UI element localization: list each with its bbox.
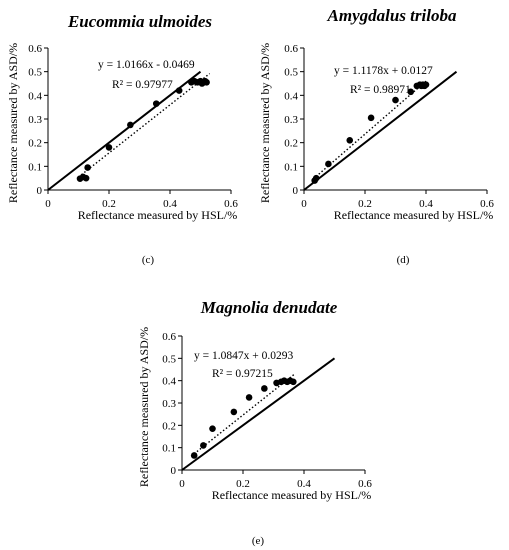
y-axis-label: Reflectance measured by ASD/% — [137, 327, 151, 487]
y-tick-label: 0.5 — [284, 67, 298, 79]
x-axis-label: Reflectance measured by HSL/% — [78, 208, 238, 222]
data-point — [209, 425, 216, 432]
x-tick-label: 0 — [179, 478, 185, 490]
data-point — [203, 79, 210, 86]
y-tick-label: 0.1 — [284, 161, 298, 173]
r-squared-label: R² = 0.97977 — [112, 79, 173, 91]
x-tick-label: 0 — [301, 198, 307, 210]
r-squared-label: R² = 0.98971 — [350, 84, 411, 96]
panel-eucommia-ulmoides: 0 0.2 0.4 0.6 0 0.1 0.2 0.3 0.4 0.5 0.6 Eucommia ul… — [6, 12, 238, 266]
data-point — [312, 174, 320, 182]
x-tick-label: 0.2 — [102, 198, 116, 210]
data-point — [261, 385, 268, 392]
y-tick-label: 0.5 — [28, 67, 42, 79]
y-tick-label: 0.4 — [284, 90, 298, 102]
y-tick-label: 0 — [171, 465, 177, 477]
panel-magnolia-denudate: 0 0.2 0.4 0.6 0 0.1 0.2 0.3 0.4 0.5 0.6 Magnolia de… — [137, 298, 372, 547]
data-point — [152, 100, 160, 107]
equation-label: y = 1.0166x - 0.0469 — [98, 59, 195, 71]
x-tick-label: 0 — [45, 198, 51, 210]
y-tick-label: 0 — [293, 185, 299, 197]
y-tick-label: 0.1 — [28, 161, 42, 173]
x-tick-label: 0.4 — [419, 198, 433, 210]
y-tick-label: 0.6 — [162, 331, 176, 343]
trendline — [312, 80, 427, 180]
x-tick-label: 0.6 — [480, 198, 494, 210]
panel-label: (d) — [397, 254, 410, 266]
panel-label: (e) — [252, 535, 265, 547]
data-point — [230, 408, 238, 416]
data-point — [105, 144, 113, 151]
y-tick-label: 0.1 — [162, 443, 176, 455]
reference-line — [303, 70, 458, 191]
data-point — [190, 452, 198, 459]
data-point — [200, 442, 207, 449]
chart-title: Eucommia ulmoides — [67, 12, 212, 31]
y-tick-label: 0.5 — [162, 353, 176, 365]
y-axis-label: Reflectance measured by ASD/% — [6, 43, 20, 203]
reference-line — [47, 70, 202, 191]
data-point — [290, 378, 297, 386]
y-tick-label: 0.3 — [284, 114, 298, 126]
y-tick-label: 0.2 — [28, 138, 42, 150]
panel-amygdalus-triloba: 0 0.2 0.4 0.6 0 0.1 0.2 0.3 0.4 0.5 0.6 Amygdalus t… — [258, 6, 494, 266]
equation-label: y = 1.1178x + 0.0127 — [334, 65, 433, 77]
data-point — [392, 96, 399, 104]
y-tick-label: 0.4 — [162, 376, 176, 388]
x-tick-label: 0.6 — [224, 198, 238, 210]
data-point — [367, 114, 375, 122]
panel-label: (c) — [142, 254, 155, 266]
data-point — [127, 121, 134, 129]
data-point — [422, 81, 430, 88]
x-axis-label: Reflectance measured by HSL/% — [334, 208, 494, 222]
data-point — [84, 164, 91, 171]
trendline — [190, 373, 296, 457]
y-tick-label: 0.6 — [28, 43, 42, 55]
data-point — [407, 88, 415, 96]
data-point — [175, 87, 183, 94]
x-tick-label: 0.6 — [358, 478, 372, 490]
y-tick-label: 0.3 — [162, 398, 176, 410]
x-tick-label: 0.2 — [358, 198, 372, 210]
x-axis-label: Reflectance measured by HSL/% — [212, 488, 372, 502]
r-squared-label: R² = 0.97215 — [212, 368, 273, 380]
y-tick-label: 0.2 — [284, 138, 298, 150]
y-tick-label: 0.3 — [28, 114, 42, 126]
x-tick-label: 0.4 — [163, 198, 177, 210]
y-tick-label: 0.4 — [28, 90, 42, 102]
data-point — [346, 137, 354, 144]
y-tick-label: 0 — [37, 185, 43, 197]
x-tick-label: 0.2 — [236, 478, 250, 490]
reference-line — [181, 357, 336, 471]
data-point — [325, 160, 332, 168]
y-tick-label: 0.6 — [284, 43, 298, 55]
chart-title: Amygdalus triloba — [327, 6, 457, 25]
x-tick-label: 0.4 — [297, 478, 311, 490]
data-point — [245, 394, 253, 401]
equation-label: y = 1.0847x + 0.0293 — [194, 350, 293, 362]
y-tick-label: 0.2 — [162, 420, 176, 432]
data-point — [82, 174, 90, 182]
y-axis-label: Reflectance measured by ASD/% — [258, 43, 272, 203]
chart-title: Magnolia denudate — [200, 298, 338, 317]
